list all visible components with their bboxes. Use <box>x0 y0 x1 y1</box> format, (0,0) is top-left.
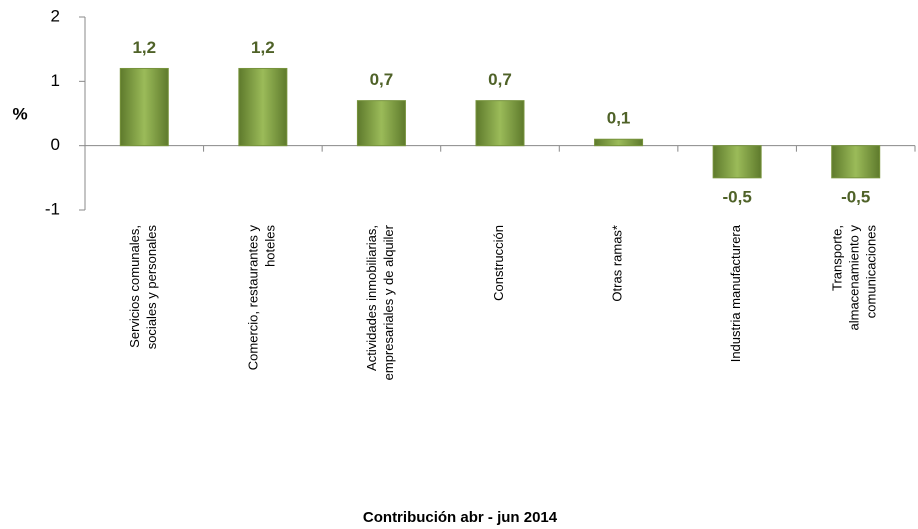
value-label: -0,5 <box>722 187 751 206</box>
x-tick-line: Servicios comunales, <box>127 225 142 348</box>
x-tick-line: sociales y personales <box>144 225 159 350</box>
x-tick-line: Industria manufacturera <box>729 224 744 362</box>
y-tick-label: 2 <box>51 6 60 25</box>
bar <box>831 145 881 179</box>
value-label: 1,2 <box>132 38 156 57</box>
bar <box>238 67 288 147</box>
x-tick-line: Otras ramas* <box>610 225 625 302</box>
x-tick-line: Comercio, restaurantes y <box>246 225 261 371</box>
bar <box>475 100 525 147</box>
x-tick-line: comunicaciones <box>864 225 879 319</box>
y-tick-label: 0 <box>51 135 60 154</box>
bar <box>356 100 406 147</box>
value-label: 0,7 <box>488 70 512 89</box>
value-label: 0,1 <box>607 109 631 128</box>
bar <box>712 145 762 179</box>
x-tick-line: almacenamiento y <box>847 225 862 331</box>
x-tick-line: Actividades inmobiliarias, <box>364 225 379 371</box>
y-tick-label: 1 <box>51 71 60 90</box>
value-label: 1,2 <box>251 38 275 57</box>
x-tick-label: Construcción <box>491 225 506 301</box>
y-tick-label: -1 <box>45 199 60 218</box>
x-tick-line: Transporte, <box>830 225 845 291</box>
value-label: 0,7 <box>370 70 394 89</box>
x-tick-label: Transporte, almacenamiento y comunicacione… <box>830 225 879 331</box>
x-tick-line: Construcción <box>491 225 506 301</box>
x-tick-label: Otras ramas* <box>610 225 625 302</box>
bar <box>119 67 169 147</box>
x-tick-label: Servicios comunales, sociales y personale… <box>127 225 159 350</box>
y-axis-label: % <box>12 104 27 123</box>
bar <box>594 138 644 147</box>
x-tick-line: empresariales y de alquiler <box>381 224 396 380</box>
x-tick-label: Comercio, restaurantes y hoteles <box>246 225 278 371</box>
x-axis-label: Contribución abr - jun 2014 <box>363 509 558 526</box>
x-tick-label: Actividades inmobiliarias, empresariales … <box>364 224 396 380</box>
x-tick-label: Industria manufacturera <box>729 224 744 362</box>
x-tick-line: hoteles <box>263 225 278 267</box>
value-label: -0,5 <box>841 187 870 206</box>
